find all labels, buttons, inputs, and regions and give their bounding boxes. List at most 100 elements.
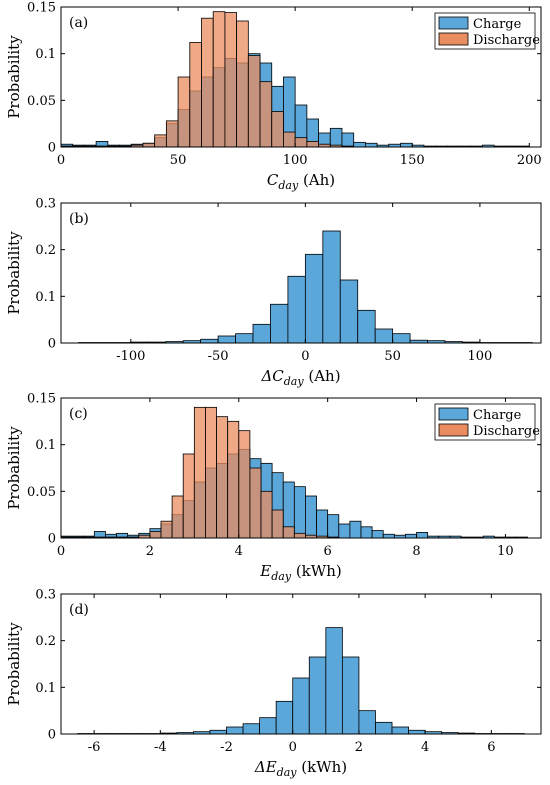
bar-charge-31 [405,533,417,538]
y-tick-label: 0.15 [27,1,56,16]
bar-value-8 [209,729,227,734]
bar-charge-22 [305,495,317,538]
bar-discharge-10 [177,76,191,147]
x-tick-label: 6 [487,740,495,755]
bar-discharge-16 [238,430,251,538]
bar-value-9 [235,333,254,343]
bar-discharge-14 [224,12,238,147]
bar-discharge-13 [212,11,226,147]
panel-label: (c) [69,406,88,422]
x-tick-label: 150 [400,153,425,168]
bars-group [61,11,530,147]
bar-charge-29 [400,142,413,147]
y-tick-label: 0.05 [27,485,56,500]
panel-label: (a) [69,15,88,31]
bar-value-12 [275,700,294,734]
bar-value-20 [408,729,426,734]
panel-4: -6 -4 -2 0 2 4 6 0 0.1 0.2 0.3 Probability ΔEday (kW… [5,588,542,779]
bar-charge-32 [416,532,429,538]
bar-value-8 [217,335,236,343]
bar-charge-27 [360,526,373,538]
bar-discharge-21 [306,140,319,147]
panel-1: 0 50 100 150 200 0 0.05 0.1 0.15 Probability Cday … [5,1,542,193]
bar-value-13 [304,253,324,343]
x-tick-label: 0 [301,349,309,364]
bar-value-10 [252,323,271,343]
bars-group [77,627,525,734]
y-tick-label: 0 [48,337,56,352]
y-tick-label: 0.2 [35,634,56,649]
bar-charge-23 [329,127,343,147]
legend-label-discharge: Discharge [473,424,540,439]
y-axis-label: Probability [5,622,23,706]
legend-label-charge: Charge [473,408,522,423]
bar-discharge-9 [165,120,179,147]
x-tick-label: -100 [116,349,145,364]
bar-value-12 [287,275,306,343]
bar-charge-24 [327,514,340,538]
x-axis-label: Cday (Ah) [267,171,335,192]
bar-charge-23 [316,509,329,538]
x-tick-label: 8 [412,544,420,559]
bar-discharge-9 [160,520,173,538]
bar-discharge-14 [216,416,229,538]
x-tick-label: 0 [289,740,297,755]
bar-discharge-19 [283,131,296,147]
x-tick-label: 2 [355,740,363,755]
y-tick-label: 0.15 [27,392,56,407]
bar-value-11 [270,303,289,343]
bar-charge-21 [293,486,306,538]
bar-discharge-18 [260,490,273,538]
panel-3: 0 2 4 6 8 10 0 0.05 0.1 0.15 Probability Eday (kWh)… [5,392,542,583]
y-tick-label: 0.1 [35,681,56,696]
bar-discharge-10 [171,495,184,538]
bar-discharge-15 [227,420,240,538]
bar-discharge-8 [149,531,162,538]
bar-value-11 [259,717,277,734]
bar-discharge-17 [249,467,262,538]
y-tick-label: 0.2 [35,243,56,258]
bar-value-16 [357,309,376,343]
y-axis-label: Probability [5,35,23,119]
bar-discharge-18 [271,111,284,147]
y-tick-label: 0 [48,141,56,156]
x-tick-label: 100 [467,349,492,364]
bar-charge-24 [341,132,355,147]
bar-value-15 [339,279,359,343]
x-tick-label: -50 [208,349,229,364]
bar-value-15 [325,627,343,734]
bar-value-17 [358,710,376,734]
legend-swatch-charge [438,407,469,421]
bar-discharge-16 [247,55,261,147]
y-tick-label: 0.1 [35,47,56,62]
bar-discharge-20 [282,526,295,538]
bar-value-13 [292,677,310,734]
x-tick-label: 50 [170,153,187,168]
x-tick-label: 0 [57,153,65,168]
panel-2: -100 -50 0 50 100 0 0.1 0.2 0.3 Probability ΔCday … [5,197,542,388]
x-tick-label: 0 [57,544,65,559]
bars-group [61,406,529,538]
x-tick-label: 4 [421,740,429,755]
legend-swatch-charge [438,16,469,30]
x-tick-label: -2 [220,740,233,755]
bar-charge-25 [353,141,366,147]
bar-charge-29 [382,533,395,538]
bar-charge-28 [371,530,384,538]
x-axis-label: ΔCday (Ah) [260,367,340,388]
y-tick-label: 0.3 [35,197,56,212]
legend-swatch-discharge [438,32,469,46]
y-tick-label: 0.1 [35,290,56,305]
axes-frame [60,202,542,344]
x-tick-label: 4 [235,544,243,559]
bar-discharge-12 [193,406,206,538]
bar-discharge-19 [271,509,284,538]
bar-charge-26 [364,142,378,147]
y-axis-label: Probability [5,426,23,510]
bar-discharge-12 [201,17,214,147]
x-tick-label: 6 [324,544,332,559]
y-tick-label: 0 [48,728,56,743]
